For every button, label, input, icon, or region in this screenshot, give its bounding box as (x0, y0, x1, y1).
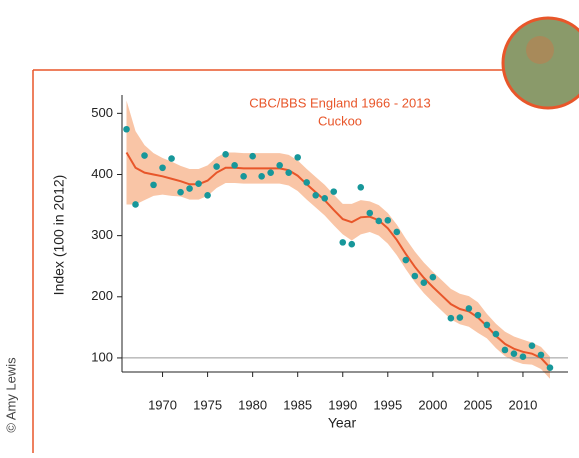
x-tick-label: 1980 (238, 397, 267, 412)
y-tick-label: 500 (91, 105, 113, 120)
data-point (132, 201, 139, 208)
data-point (421, 279, 428, 286)
data-point (403, 257, 410, 264)
data-point (303, 179, 310, 186)
data-point (330, 188, 337, 195)
data-point (348, 241, 355, 248)
data-point (177, 189, 184, 196)
data-point (195, 180, 202, 187)
y-tick-label: 100 (91, 349, 113, 364)
chart-title: CBC/BBS England 1966 - 2013 (249, 95, 430, 110)
data-point (213, 163, 220, 170)
credit: © Amy Lewis (3, 357, 18, 433)
data-point (502, 347, 509, 354)
data-point (457, 314, 464, 321)
y-tick-label: 400 (91, 166, 113, 181)
confidence-band (127, 101, 550, 379)
data-point (484, 322, 491, 329)
data-point (412, 273, 419, 280)
data-point (466, 305, 473, 312)
data-point (267, 169, 274, 176)
data-point (249, 153, 256, 160)
data-point (168, 155, 175, 162)
data-point (448, 315, 455, 322)
data-point (186, 185, 193, 192)
y-tick-label: 200 (91, 288, 113, 303)
data-point (321, 195, 328, 202)
data-point (430, 274, 437, 281)
data-point (529, 342, 536, 349)
data-point (475, 312, 482, 319)
data-point (394, 229, 401, 236)
data-point (159, 164, 166, 171)
data-point (538, 352, 545, 359)
x-axis-label: Year (328, 415, 357, 431)
data-point (547, 364, 554, 371)
data-point (141, 152, 148, 159)
data-point (493, 331, 500, 338)
data-point (204, 192, 211, 199)
data-point (276, 162, 283, 169)
data-point (357, 184, 364, 191)
data-point (384, 217, 391, 224)
x-tick-label: 2000 (418, 397, 447, 412)
data-point (312, 192, 319, 199)
chart-subtitle: Cuckoo (318, 113, 362, 128)
x-tick-label: 1975 (193, 397, 222, 412)
data-point (511, 350, 518, 357)
y-axis-label: Index (100 in 2012) (51, 175, 67, 296)
data-point (339, 239, 346, 246)
x-tick-label: 1985 (283, 397, 312, 412)
photo-bird (526, 36, 554, 64)
y-tick-label: 300 (91, 227, 113, 242)
data-point (294, 154, 301, 161)
data-point (375, 218, 382, 225)
data-point (123, 126, 130, 133)
x-tick-label: 1990 (328, 397, 357, 412)
chart: 100 200 300 400 500 1970 1975 1980 1985 1990 1995 2… (0, 0, 579, 453)
x-tick-label: 1970 (148, 397, 177, 412)
data-point (258, 173, 265, 180)
data-point (231, 162, 238, 169)
data-point (366, 210, 373, 217)
data-point (285, 169, 292, 176)
data-point (240, 173, 247, 180)
data-point (222, 151, 229, 158)
x-tick-label: 1995 (373, 397, 402, 412)
x-tick-label: 2005 (463, 397, 492, 412)
plot-area: 100 200 300 400 500 1970 1975 1980 1985 1990 1995 2… (91, 95, 568, 412)
data-point (520, 353, 527, 360)
data-point (150, 182, 157, 189)
x-tick-label: 2010 (508, 397, 537, 412)
